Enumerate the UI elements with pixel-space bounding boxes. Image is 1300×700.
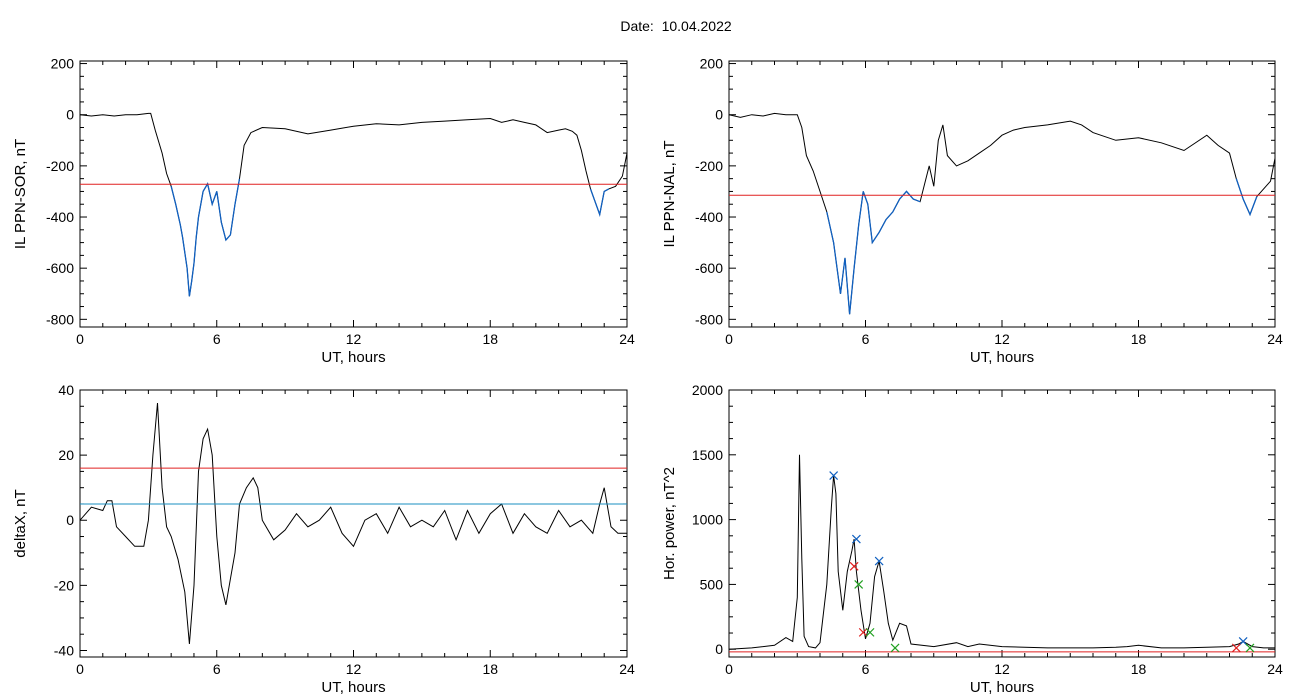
x-tick-label: 6 [862,661,870,677]
marker-blue [874,556,884,566]
x-axis-label: UT, hours [970,349,1034,366]
plot-frame [728,60,1276,328]
x-tick-label: 18 [1131,661,1147,677]
y-tick-label: 200 [700,56,724,72]
x-tick-label: 18 [1131,331,1147,347]
data-series-line [80,112,627,297]
plot-frame [79,60,628,328]
plot-area [729,454,1275,653]
plot-frame [79,389,628,658]
marker-red [849,561,859,571]
marker-green [890,643,900,653]
x-tick-label: 12 [346,331,362,347]
y-tick-label: 20 [58,447,74,463]
y-tick-label: 2000 [692,382,723,398]
marker-red [1231,643,1241,653]
chart-4: 0 6 12 18 24 2000 1500 1000 500 0 UT, hours Hor. po… [661,382,1283,696]
x-tick-label: 0 [725,661,733,677]
plot-area [80,112,627,297]
x-tick-label: 18 [482,331,498,347]
x-tick-label: 18 [482,661,498,677]
marker-green [854,579,864,589]
y-tick-label: -600 [695,260,723,276]
highlight-segment [826,190,921,315]
y-tick-label: 40 [58,382,74,398]
data-series-line [729,112,1275,315]
plot-area [729,112,1275,315]
plot-area [80,402,627,645]
date-title: Date: 10.04.2022 [620,18,732,34]
y-tick-label: 1000 [692,512,723,528]
y-tick-label: 0 [715,107,723,123]
x-tick-label: 24 [1267,331,1283,347]
y-tick-label: -200 [46,158,74,174]
x-tick-label: 24 [619,331,635,347]
y-tick-label: 0 [66,512,74,528]
x-axis-label: UT, hours [321,349,385,366]
data-series-line [80,402,627,645]
x-tick-label: 0 [76,331,84,347]
y-axis-label: Hor. power, nT^2 [661,467,678,580]
x-axis-label: UT, hours [970,679,1034,696]
marker-blue [851,534,861,544]
highlight-segment [170,178,241,297]
x-tick-label: 24 [619,661,635,677]
y-tick-label: -800 [695,311,723,327]
y-tick-label: 500 [700,576,724,592]
chart-2: 0 6 12 18 24 200 0 -200 -400 -600 -800 UT, hours IL … [661,56,1283,366]
y-tick-label: -400 [46,209,74,225]
marker-green [865,627,875,637]
y-tick-label: -20 [54,577,74,593]
x-tick-label: 6 [213,661,221,677]
data-series-line [729,454,1275,650]
x-tick-label: 12 [994,661,1010,677]
y-tick-label: 200 [51,56,75,72]
y-axis-label: IL PPN-SOR, nT [12,139,29,249]
y-tick-label: -40 [54,642,74,658]
y-tick-label: 0 [715,641,723,657]
x-tick-label: 0 [725,331,733,347]
y-tick-label: 1500 [692,447,723,463]
x-tick-label: 12 [346,661,362,677]
y-tick-label: -600 [46,260,74,276]
plot-frame [728,389,1276,658]
y-tick-label: 0 [66,107,74,123]
highlight-segment [589,188,610,217]
x-axis-label: UT, hours [321,679,385,696]
marker-red [858,627,868,637]
y-axis-label: IL PPN-NAL, nT [661,141,678,248]
marker-green [1245,643,1255,653]
marker-blue [829,471,839,480]
y-axis-label: deltaX, nT [12,489,29,557]
y-tick-label: -800 [46,311,74,327]
x-tick-label: 24 [1267,661,1283,677]
y-tick-label: -400 [695,209,723,225]
y-tick-label: -200 [695,158,723,174]
x-tick-label: 12 [994,331,1010,347]
chart-1: 0 6 12 18 24 200 0 -200 -400 -600 -800 UT, hours IL … [12,56,635,366]
x-tick-label: 6 [213,331,221,347]
x-tick-label: 0 [76,661,84,677]
highlight-segment [1235,178,1258,217]
chart-3: 0 6 12 18 24 40 20 0 -20 -40 UT, hours deltaX, nT [12,382,635,696]
x-tick-label: 6 [862,331,870,347]
